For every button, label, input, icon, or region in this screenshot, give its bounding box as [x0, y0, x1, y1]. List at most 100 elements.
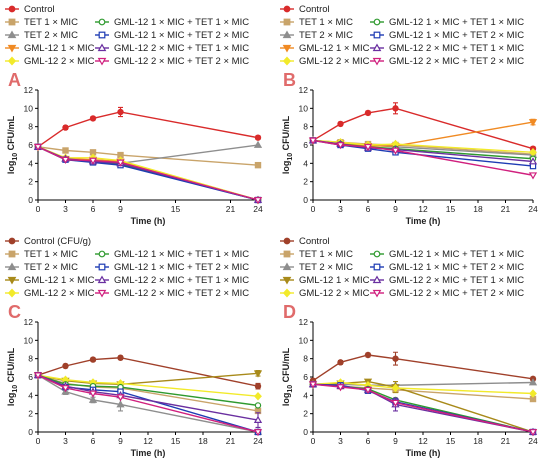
y-tick-label: 6 [28, 140, 33, 150]
y-tick-label: 8 [28, 122, 33, 132]
data-point [308, 137, 318, 145]
legend-marker [97, 275, 107, 284]
legend-label: GML-12 2 × MIC [299, 56, 370, 67]
legend-label: GML-12 2 × MIC + TET 1 × MIC [114, 275, 249, 286]
y-tick-label: 8 [303, 122, 308, 132]
data-point [88, 157, 98, 165]
legend: Control (CFU/g) TET 1 × MIC TET 2 × MIC GML… [5, 236, 249, 299]
x-tick-label: 9 [118, 436, 123, 446]
x-tick-label: 6 [366, 436, 371, 446]
legend-marker [372, 275, 382, 284]
series-group [308, 102, 538, 180]
panel-letter: B [283, 70, 296, 90]
x-tick-label: 12 [143, 436, 153, 446]
data-point [364, 351, 372, 359]
data-point [117, 108, 124, 116]
legend-label: GML-12 1 × MIC + TET 2 × MIC [389, 262, 524, 273]
data-point [254, 391, 262, 401]
data-point [337, 359, 344, 366]
legend-marker [372, 43, 382, 52]
legend: Control TET 1 × MIC TET 2 × MIC GML-12 1 × … [5, 4, 249, 67]
legend-label: GML-12 2 × MIC + TET 1 × MIC [389, 275, 524, 286]
y-tick-label: 6 [303, 140, 308, 150]
chart-panel-b: Control TET 1 × MIC TET 2 × MIC GML-12 1 × … [280, 4, 538, 226]
data-point [528, 429, 538, 437]
legend-label: Control (CFU/g) [24, 236, 91, 247]
legend-marker [97, 289, 107, 298]
legend-label: GML-12 1 × MIC [299, 43, 370, 54]
chart-panel-c: Control (CFU/g) TET 1 × MIC TET 2 × MIC GML… [5, 236, 263, 458]
legend-marker [8, 237, 16, 245]
data-point [116, 394, 125, 402]
data-point [253, 140, 263, 148]
y-tick-label: 10 [299, 335, 309, 345]
data-point [62, 362, 69, 370]
y-tick-label: 8 [303, 354, 308, 364]
data-point [62, 147, 69, 154]
x-tick-label: 6 [91, 436, 96, 446]
x-tick-label: 18 [473, 204, 483, 214]
legend-label: GML-12 1 × MIC + TET 1 × MIC [114, 249, 249, 260]
data-point [253, 197, 263, 205]
x-tick-label: 0 [36, 204, 41, 214]
legend: Control TET 1 × MIC TET 2 × MIC GML-12 1 × … [280, 236, 524, 299]
data-point [88, 395, 98, 403]
data-point [254, 134, 262, 141]
data-point [117, 354, 124, 361]
data-point [363, 143, 373, 152]
legend-marker [97, 43, 107, 52]
legend-marker [7, 262, 17, 271]
y-axis-label: log10 CFU/mL [281, 115, 294, 174]
legend-label: GML-12 1 × MIC [24, 275, 95, 286]
data-point [88, 390, 98, 398]
data-point [337, 120, 344, 128]
chart-panel-d: Control TET 1 × MIC TET 2 × MIC GML-12 1 × … [280, 236, 538, 458]
legend-label: GML-12 1 × MIC [299, 275, 370, 286]
y-tick-label: 6 [28, 372, 33, 382]
legend-marker [8, 18, 16, 26]
x-tick-label: 12 [418, 204, 428, 214]
legend-label: GML-12 1 × MIC [24, 43, 95, 54]
legend-label: GML-12 2 × MIC [24, 288, 95, 299]
x-tick-label: 0 [36, 436, 41, 446]
x-tick-label: 18 [198, 436, 208, 446]
y-tick-label: 4 [303, 158, 308, 168]
legend-label: TET 1 × MIC [299, 249, 353, 260]
y-tick-label: 4 [303, 390, 308, 400]
series-group [33, 354, 263, 437]
legend-label: Control [299, 4, 330, 15]
x-axis-label: Time (h) [131, 216, 166, 226]
legend-marker [373, 250, 381, 258]
legend-marker [97, 57, 107, 66]
y-tick-label: 2 [28, 409, 33, 419]
data-point [253, 415, 263, 423]
series-line [37, 146, 259, 201]
series-group [33, 106, 263, 205]
x-tick-label: 6 [91, 204, 96, 214]
x-tick-label: 21 [226, 436, 236, 446]
legend-label: TET 2 × MIC [24, 262, 78, 273]
data-point [528, 378, 538, 386]
x-tick-label: 3 [63, 204, 68, 214]
data-point [391, 383, 400, 393]
x-tick-label: 24 [528, 436, 538, 446]
legend-marker [282, 30, 292, 39]
data-point [253, 429, 263, 437]
y-axis-label: log10 CFU/mL [281, 347, 294, 406]
y-tick-label: 4 [28, 390, 33, 400]
y-tick-label: 2 [28, 177, 33, 187]
y-axis-label: log10 CFU/mL [6, 115, 19, 174]
legend-marker [373, 31, 381, 39]
legend-label: GML-12 1 × MIC + TET 2 × MIC [389, 30, 524, 41]
legend-marker [373, 263, 381, 271]
x-tick-label: 0 [311, 204, 316, 214]
x-tick-label: 6 [366, 204, 371, 214]
legend-marker [373, 18, 381, 26]
legend-label: GML-12 1 × MIC + TET 2 × MIC [114, 262, 249, 273]
legend-marker [282, 262, 292, 271]
chart-panel-a: Control TET 1 × MIC TET 2 × MIC GML-12 1 × … [5, 4, 263, 226]
x-tick-label: 3 [63, 436, 68, 446]
